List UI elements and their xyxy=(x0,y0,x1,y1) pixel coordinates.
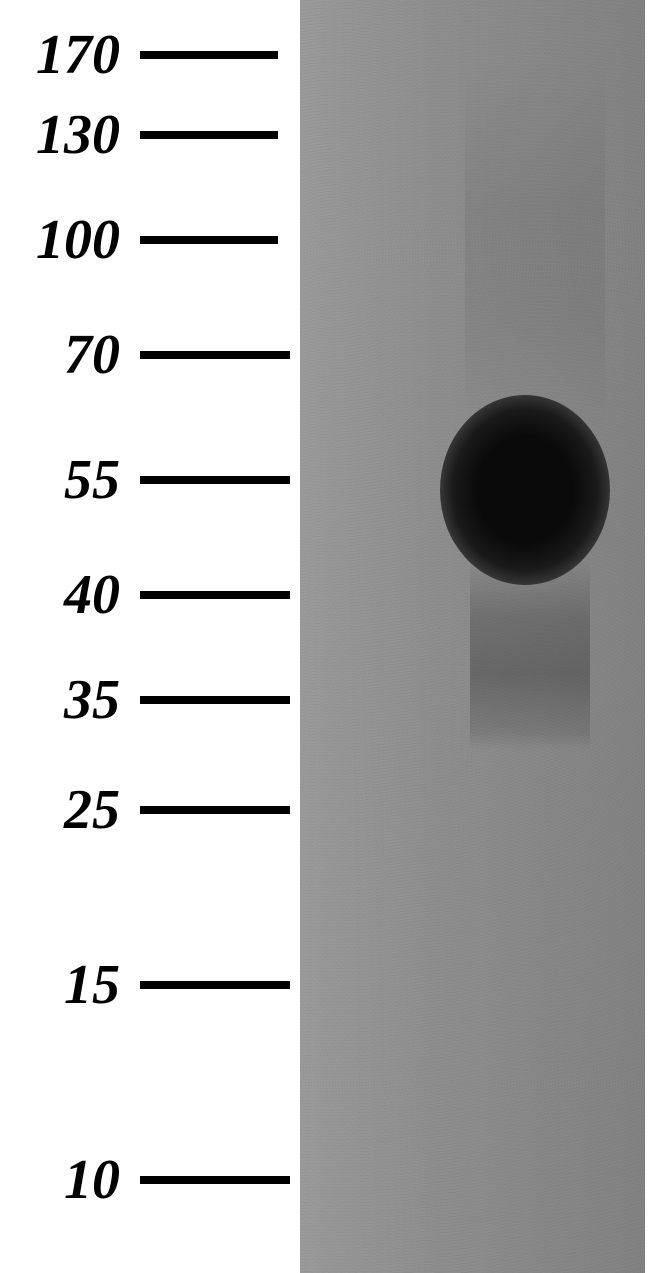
ladder-tick xyxy=(140,351,290,359)
lower-smear xyxy=(470,560,590,750)
ladder-tick xyxy=(140,696,290,704)
main-band xyxy=(440,395,610,585)
ladder-label: 25 xyxy=(0,778,140,842)
ladder-tick xyxy=(140,131,278,139)
ladder-row: 170 xyxy=(0,27,290,83)
ladder-label: 15 xyxy=(0,953,140,1017)
ladder-label: 40 xyxy=(0,563,140,627)
ladder-label: 170 xyxy=(0,23,140,87)
ladder-row: 15 xyxy=(0,957,290,1013)
ladder-label: 35 xyxy=(0,668,140,732)
ladder-label: 10 xyxy=(0,1148,140,1212)
ladder-tick xyxy=(140,1176,290,1184)
ladder-tick xyxy=(140,981,290,989)
ladder-label: 130 xyxy=(0,103,140,167)
ladder-label: 70 xyxy=(0,323,140,387)
ladder-tick xyxy=(140,591,290,599)
ladder-row: 40 xyxy=(0,567,290,623)
ladder-tick xyxy=(140,51,278,59)
ladder-row: 55 xyxy=(0,452,290,508)
ladder-row: 100 xyxy=(0,212,290,268)
ladder-row: 70 xyxy=(0,327,290,383)
ladder-row: 25 xyxy=(0,782,290,838)
blot-lane-area xyxy=(300,0,645,1273)
upper-smear xyxy=(465,60,605,430)
ladder-label: 55 xyxy=(0,448,140,512)
ladder-tick xyxy=(140,806,290,814)
ladder-label: 100 xyxy=(0,208,140,272)
western-blot-figure: 170 130 100 70 55 40 35 25 15 10 xyxy=(0,0,650,1273)
ladder-tick xyxy=(140,236,278,244)
ladder-tick xyxy=(140,476,290,484)
molecular-weight-ladder: 170 130 100 70 55 40 35 25 15 10 xyxy=(0,0,290,1273)
ladder-row: 130 xyxy=(0,107,290,163)
ladder-row: 35 xyxy=(0,672,290,728)
ladder-row: 10 xyxy=(0,1152,290,1208)
